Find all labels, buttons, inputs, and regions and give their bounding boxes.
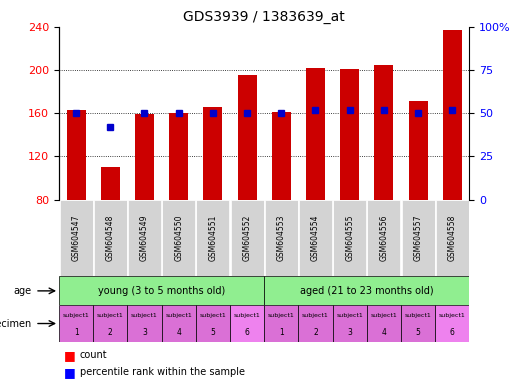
- Bar: [59, 276, 264, 305]
- Bar: [436, 200, 469, 276]
- Text: GSM604557: GSM604557: [413, 215, 423, 262]
- Bar: [238, 76, 256, 200]
- Text: 5: 5: [416, 328, 421, 337]
- Text: subject1: subject1: [405, 313, 431, 318]
- Text: GSM604555: GSM604555: [345, 215, 354, 262]
- Bar: [367, 200, 400, 276]
- Text: subject1: subject1: [63, 313, 89, 318]
- Bar: [264, 305, 299, 342]
- Bar: [401, 305, 435, 342]
- Bar: [435, 305, 469, 342]
- Text: subject1: subject1: [337, 313, 363, 318]
- Text: 6: 6: [450, 328, 455, 337]
- Bar: [443, 30, 462, 200]
- Bar: [101, 167, 120, 200]
- Text: 1: 1: [279, 328, 284, 337]
- Bar: [340, 69, 359, 200]
- Bar: [127, 305, 162, 342]
- Text: GSM604552: GSM604552: [243, 215, 251, 261]
- Bar: [93, 305, 127, 342]
- Text: 4: 4: [176, 328, 181, 337]
- Bar: [374, 65, 393, 200]
- Text: aged (21 to 23 months old): aged (21 to 23 months old): [300, 286, 433, 296]
- Bar: [135, 114, 154, 200]
- Text: subject1: subject1: [165, 313, 192, 318]
- Bar: [204, 107, 222, 200]
- Bar: [272, 112, 291, 200]
- Text: young (3 to 5 months old): young (3 to 5 months old): [98, 286, 225, 296]
- Text: 6: 6: [245, 328, 249, 337]
- Bar: [264, 276, 469, 305]
- Bar: [169, 113, 188, 200]
- Text: GSM604549: GSM604549: [140, 215, 149, 262]
- Bar: [67, 110, 86, 200]
- Text: 2: 2: [108, 328, 113, 337]
- Title: GDS3939 / 1383639_at: GDS3939 / 1383639_at: [183, 10, 345, 25]
- Text: 4: 4: [382, 328, 386, 337]
- Bar: [265, 200, 298, 276]
- Bar: [332, 305, 367, 342]
- Bar: [60, 200, 92, 276]
- Text: percentile rank within the sample: percentile rank within the sample: [80, 367, 245, 377]
- Text: subject1: subject1: [131, 313, 158, 318]
- Text: GSM604547: GSM604547: [72, 215, 81, 262]
- Text: subject1: subject1: [302, 313, 329, 318]
- Bar: [162, 305, 196, 342]
- Text: subject1: subject1: [439, 313, 466, 318]
- Text: subject1: subject1: [97, 313, 124, 318]
- Bar: [231, 200, 264, 276]
- Text: 5: 5: [210, 328, 215, 337]
- Text: GSM604558: GSM604558: [448, 215, 457, 261]
- Text: GSM604550: GSM604550: [174, 215, 183, 262]
- Bar: [409, 101, 427, 200]
- Text: GSM604554: GSM604554: [311, 215, 320, 262]
- Text: specimen: specimen: [0, 318, 32, 329]
- Text: 1: 1: [74, 328, 78, 337]
- Text: GSM604556: GSM604556: [380, 215, 388, 262]
- Bar: [299, 200, 332, 276]
- Bar: [128, 200, 161, 276]
- Text: count: count: [80, 350, 107, 360]
- Bar: [367, 305, 401, 342]
- Text: GSM604553: GSM604553: [277, 215, 286, 262]
- Text: GSM604551: GSM604551: [208, 215, 218, 261]
- Bar: [94, 200, 127, 276]
- Bar: [402, 200, 435, 276]
- Text: subject1: subject1: [370, 313, 397, 318]
- Bar: [59, 305, 93, 342]
- Text: 3: 3: [142, 328, 147, 337]
- Bar: [196, 305, 230, 342]
- Bar: [306, 68, 325, 200]
- Bar: [162, 200, 195, 276]
- Text: ■: ■: [64, 366, 76, 379]
- Text: GSM604548: GSM604548: [106, 215, 115, 261]
- Bar: [333, 200, 366, 276]
- Bar: [230, 305, 264, 342]
- Text: 3: 3: [347, 328, 352, 337]
- Bar: [299, 305, 332, 342]
- Text: subject1: subject1: [268, 313, 294, 318]
- Text: 2: 2: [313, 328, 318, 337]
- Text: subject1: subject1: [200, 313, 226, 318]
- Text: age: age: [13, 286, 32, 296]
- Text: subject1: subject1: [234, 313, 261, 318]
- Bar: [196, 200, 229, 276]
- Text: ■: ■: [64, 349, 76, 362]
